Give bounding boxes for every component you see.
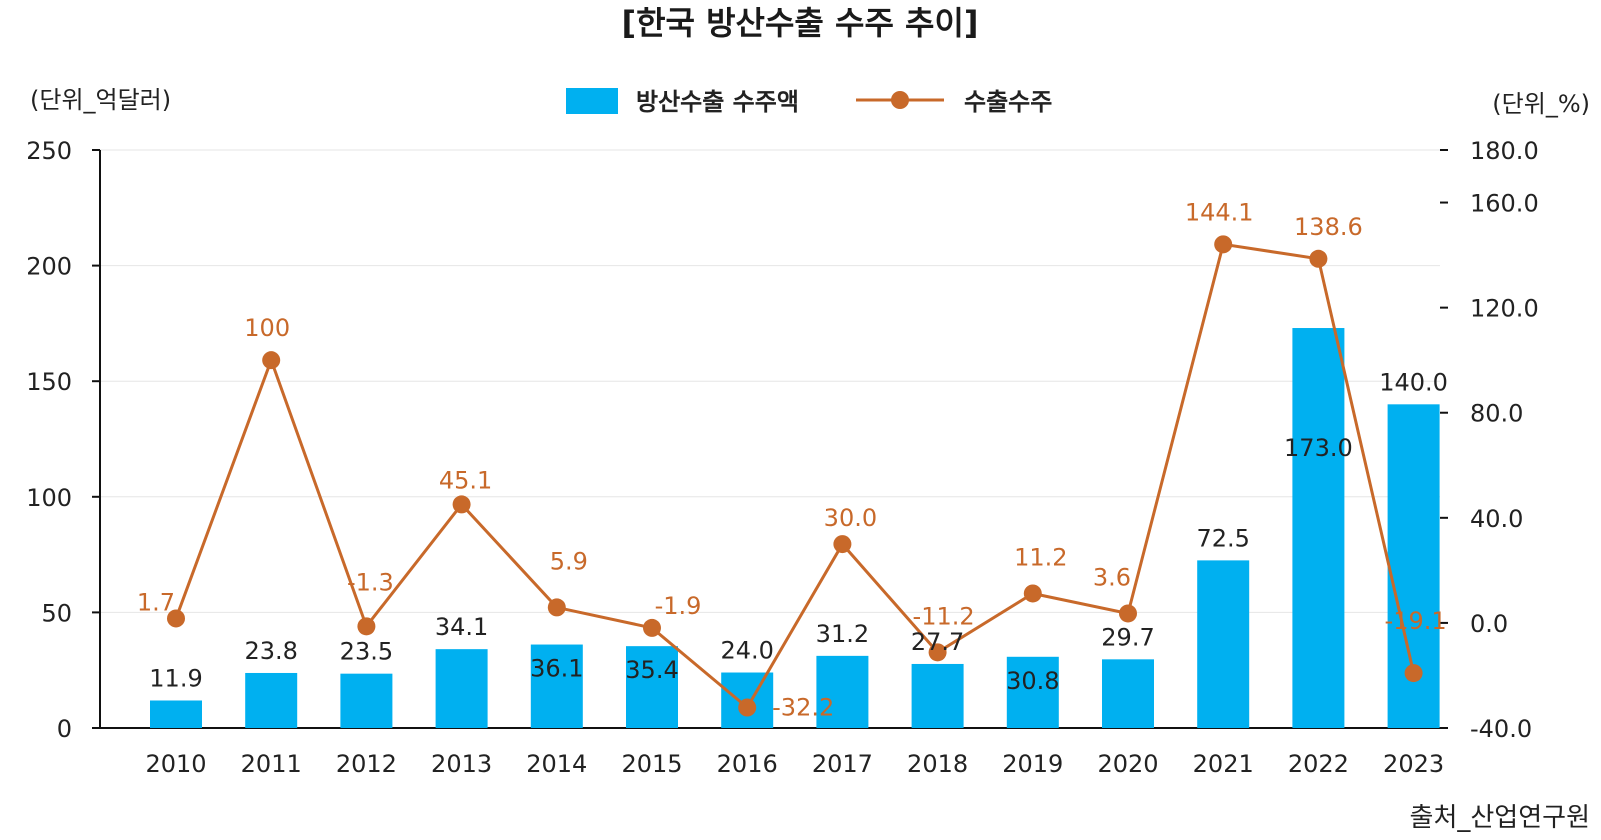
chart-title: [한국 방산수출 수주 추이] (621, 4, 978, 42)
bars (150, 328, 1440, 728)
right-tick-label: 80.0 (1470, 400, 1523, 428)
right-tick-label: -40.0 (1470, 715, 1532, 743)
data-labels: 11.9 23.8 23.5 34.1 36.1 35.4 24.0 31.2 27.7 30.8… (137, 198, 1448, 721)
line-point-2022 (1309, 249, 1328, 268)
line-point-2010 (167, 609, 185, 628)
right-tick-label: 40.0 (1470, 505, 1523, 533)
bar-value-label: 23.8 (244, 637, 297, 665)
bar-value-label: 72.5 (1196, 524, 1249, 552)
x-tick-label: 2011 (241, 750, 302, 778)
line-point-2019 (1023, 584, 1042, 603)
line-point-2021 (1214, 235, 1233, 254)
bar-value-label: 30.8 (1006, 667, 1059, 695)
x-tick-label: 2019 (1002, 750, 1063, 778)
line-value-label: 1.7 (137, 588, 175, 616)
line-value-label: -1.3 (347, 568, 394, 596)
right-tick-label: 0.0 (1470, 610, 1508, 638)
bar-value-label: 34.1 (435, 613, 488, 641)
line-point-2023 (1404, 664, 1423, 683)
bar-value-label: 35.4 (625, 656, 678, 684)
line-point-2011 (262, 351, 281, 370)
line-point-2018 (928, 643, 947, 662)
bar-value-label: 27.7 (911, 628, 964, 656)
line-value-label: -1.9 (655, 592, 702, 620)
x-tick-label: 2022 (1288, 750, 1349, 778)
left-tick-label: 250 (26, 137, 72, 165)
bar-2015 (626, 646, 678, 728)
line-value-label: 100 (244, 314, 290, 342)
bar-2019 (1006, 656, 1059, 728)
x-tick-label: 2021 (1193, 750, 1254, 778)
left-tick-label: 0 (57, 715, 72, 743)
line-value-label: 144.1 (1185, 198, 1254, 226)
left-tick-label: 100 (26, 484, 72, 512)
bar-value-label: 140.0 (1379, 368, 1448, 396)
x-tick-label: 2018 (907, 750, 968, 778)
bar-2013 (435, 649, 488, 728)
x-tick-label: 2016 (717, 750, 778, 778)
line-point-2017 (833, 535, 852, 554)
source-note: 출처_산업연구원 (1410, 803, 1590, 833)
left-tick-label: 150 (26, 368, 72, 396)
left-tick-label: 200 (26, 253, 72, 281)
gridlines (100, 149, 1440, 613)
x-tick-label: 2014 (526, 750, 587, 778)
right-axis-unit: (단위_%) (1492, 90, 1590, 118)
line-value-label: 138.6 (1294, 213, 1363, 241)
line-value-label: -32.2 (772, 694, 834, 722)
bar-2012 (340, 673, 393, 728)
right-tick-label: 180.0 (1470, 137, 1539, 165)
bar-value-label: 31.2 (816, 620, 869, 648)
bar-2018 (911, 663, 964, 728)
x-tick-label: 2010 (145, 750, 206, 778)
bar-value-label: 29.7 (1101, 623, 1154, 651)
bar-2011 (245, 672, 298, 728)
line-value-label: 30.0 (824, 504, 877, 532)
bar-value-label: 24.0 (720, 637, 773, 665)
line-point-2013 (452, 495, 471, 514)
line-path (174, 242, 1416, 710)
bar-2021 (1197, 560, 1250, 728)
legend-line-label: 수출수주 (964, 88, 1052, 116)
line-value-label: -19.1 (1385, 607, 1447, 635)
line-point-2015 (643, 618, 661, 637)
bar-2022 (1292, 328, 1345, 728)
x-tick-label: 2012 (336, 750, 397, 778)
line-value-label: 11.2 (1014, 543, 1067, 571)
x-tick-label: 2017 (812, 750, 873, 778)
bar-value-label: 36.1 (530, 655, 583, 683)
left-tick-label: 50 (41, 599, 72, 627)
legend-bar-swatch (566, 88, 618, 114)
legend-bar-label: 방산수출 수주액 (636, 88, 799, 116)
bar-value-label: 11.9 (149, 664, 202, 692)
x-tick-label: 2015 (621, 750, 682, 778)
right-tick-label: 120.0 (1470, 295, 1539, 323)
line-value-label: 3.6 (1093, 563, 1131, 591)
left-axis-unit: (단위_억달러) (30, 86, 171, 114)
bar-2017 (816, 655, 869, 728)
x-tick-label: 2020 (1097, 750, 1158, 778)
bar-value-label: 23.5 (340, 638, 393, 666)
right-tick-label: 160.0 (1470, 190, 1539, 218)
bar-value-label: 173.0 (1284, 434, 1353, 462)
line-point-2012 (357, 617, 376, 636)
line-series (167, 235, 1423, 717)
line-point-2016 (738, 698, 757, 717)
bar-2014 (530, 644, 583, 728)
line-point-2014 (547, 598, 566, 617)
x-tick-label: 2013 (431, 750, 492, 778)
x-tick-label: 2023 (1383, 750, 1444, 778)
legend-line-marker (891, 91, 909, 109)
line-value-label: 5.9 (550, 547, 588, 575)
bar-2010 (150, 700, 202, 728)
legend: 방산수출 수주액 수출수주 (566, 88, 1052, 116)
axes: 0 50 100 150 200 250 -40.0 0.0 40.0 80.0 120.0 160.… (26, 137, 1539, 778)
line-point-2020 (1119, 604, 1137, 623)
bar-2020 (1102, 659, 1154, 728)
line-value-label: -11.2 (913, 602, 975, 630)
line-value-label: 45.1 (439, 466, 492, 494)
